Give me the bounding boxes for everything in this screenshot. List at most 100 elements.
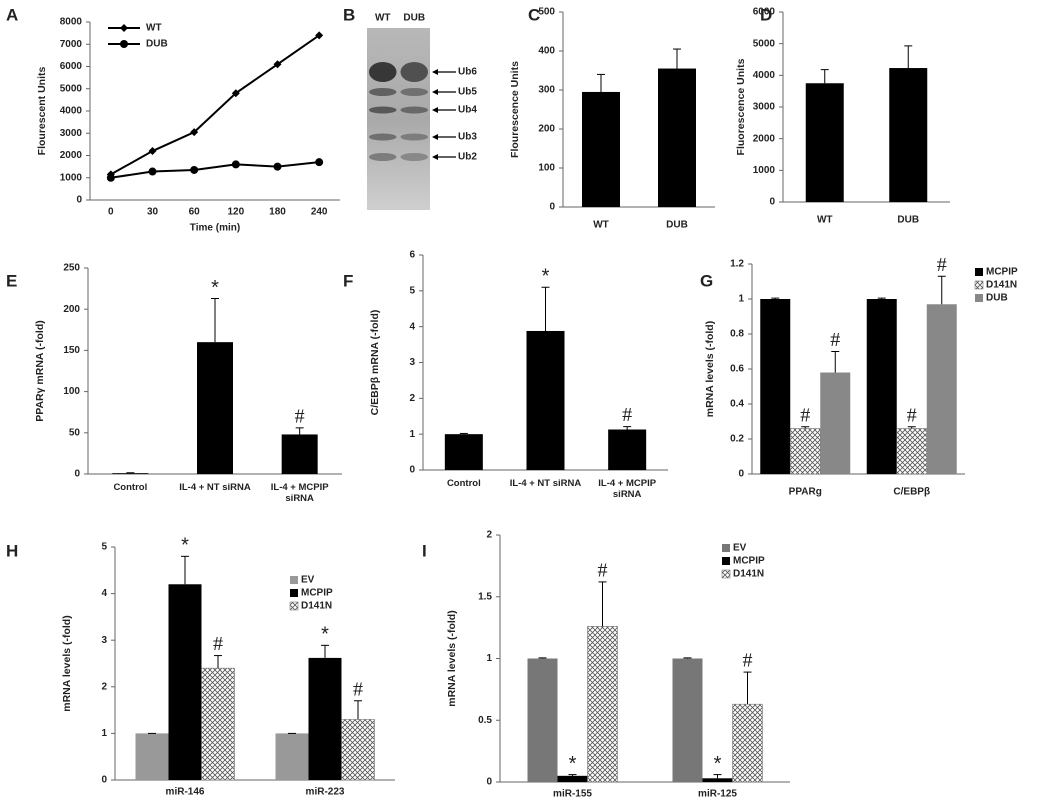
gel-band: [400, 62, 428, 82]
arrow-head: [432, 154, 438, 160]
legend-label: WT: [146, 23, 162, 34]
x-tick-label-text: IL-4 + NT siRNA: [179, 482, 251, 493]
marker: [190, 128, 199, 137]
y-tick-label: 1.2: [730, 259, 744, 270]
bar: [896, 428, 928, 475]
bar: [341, 719, 375, 781]
bar: [889, 68, 928, 202]
y-tick-label: 100: [538, 163, 555, 174]
legend-swatch: [975, 294, 983, 302]
annotation: #: [598, 560, 608, 582]
x-tick-label: IL-4 + MCPIP siRNA: [271, 482, 329, 504]
y-axis-label: C/EBPβ mRNA (-fold): [369, 310, 381, 416]
y-tick-label: 500: [538, 7, 555, 18]
bar: [557, 775, 588, 782]
annotation: #: [830, 329, 840, 351]
legend-swatch: [975, 268, 983, 276]
bar: [789, 428, 821, 475]
y-tick-label: 4: [101, 588, 107, 599]
x-tick-label: PPARg: [789, 487, 822, 498]
y-tick-label: 6: [409, 250, 415, 261]
y-tick-label: 0: [486, 777, 492, 788]
bar: [582, 91, 620, 207]
y-tick-label: 0: [74, 469, 80, 480]
legend-swatch: [721, 569, 731, 579]
panel-label: E: [6, 271, 17, 290]
marker: [273, 162, 282, 171]
annotation: #: [743, 650, 753, 672]
annotation: *: [569, 753, 577, 775]
legend-swatch: [722, 544, 730, 552]
y-tick-label: 3000: [60, 128, 83, 139]
legend-label: D141N: [301, 601, 332, 612]
bar: [805, 83, 844, 202]
y-tick-label: 0: [76, 195, 82, 206]
legend-swatch: [290, 576, 298, 584]
y-tick-label: 7000: [60, 39, 83, 50]
y-tick-label: 4000: [60, 106, 83, 117]
y-tick-label: 8000: [60, 17, 83, 28]
annotation: #: [295, 405, 305, 427]
y-tick-label: 0: [101, 775, 107, 786]
arrow-head: [432, 89, 438, 95]
x-tick-label: 30: [147, 207, 159, 218]
gel-band: [369, 153, 397, 161]
y-tick-label: 150: [63, 345, 80, 356]
band-label: Ub2: [458, 152, 477, 163]
annotation: #: [937, 254, 947, 276]
arrow-head: [432, 69, 438, 75]
y-axis-label: Fluorescence Units: [735, 58, 747, 155]
legend-label: DUB: [146, 39, 168, 50]
y-tick-label: 6000: [60, 61, 83, 72]
legend-marker: [120, 40, 128, 48]
y-axis-label: Flourescence Units: [509, 61, 521, 158]
panel-label: G: [700, 271, 713, 290]
y-tick-label: 6000: [753, 7, 776, 18]
y-tick-label: 1: [409, 429, 415, 440]
x-tick-label: 0: [108, 207, 114, 218]
x-tick-label: IL-4 + NT siRNA: [179, 482, 251, 493]
marker: [231, 160, 240, 169]
x-tick-label: 240: [311, 207, 328, 218]
panel-label: D: [760, 5, 772, 24]
x-tick-label-text: Control: [113, 482, 148, 493]
legend-marker: [120, 24, 128, 32]
annotation: #: [907, 404, 917, 426]
bar: [168, 584, 202, 780]
marker: [231, 89, 240, 98]
y-tick-label: 5: [409, 285, 415, 296]
y-tick-label: 1: [738, 294, 744, 305]
annotation: *: [321, 624, 329, 646]
bar: [702, 778, 733, 782]
y-axis-label: mRNA levels (-fold): [61, 615, 73, 711]
x-tick-label: IL-4 + NT siRNA: [510, 478, 582, 489]
x-tick-label: 120: [227, 207, 244, 218]
y-axis-label: Flourescent Units: [36, 67, 48, 156]
x-tick-label-text: Control: [446, 478, 481, 489]
x-tick-label: 60: [189, 207, 201, 218]
y-tick-label: 0: [409, 465, 415, 476]
y-tick-label: 300: [538, 85, 555, 96]
bar: [866, 299, 897, 474]
gel-band: [369, 88, 397, 96]
marker: [148, 167, 157, 176]
band-label: Ub5: [458, 87, 477, 98]
gel-band: [369, 133, 397, 141]
panel-label: F: [343, 271, 353, 290]
gel: [367, 28, 430, 210]
annotation: #: [622, 404, 632, 426]
x-tick-label: miR-223: [306, 787, 345, 798]
y-tick-label: 1: [101, 728, 107, 739]
y-tick-label: 5000: [753, 38, 776, 49]
y-tick-label: 0.2: [730, 434, 744, 445]
gel-band: [400, 88, 428, 96]
lane-label: WT: [375, 13, 391, 24]
y-tick-label: 0.6: [730, 364, 744, 375]
bar: [527, 658, 558, 782]
legend-label: MCPIP: [301, 588, 333, 599]
y-tick-label: 0: [738, 469, 744, 480]
annotation: *: [211, 277, 219, 299]
annotation: *: [542, 266, 550, 288]
gel-band: [369, 106, 397, 114]
